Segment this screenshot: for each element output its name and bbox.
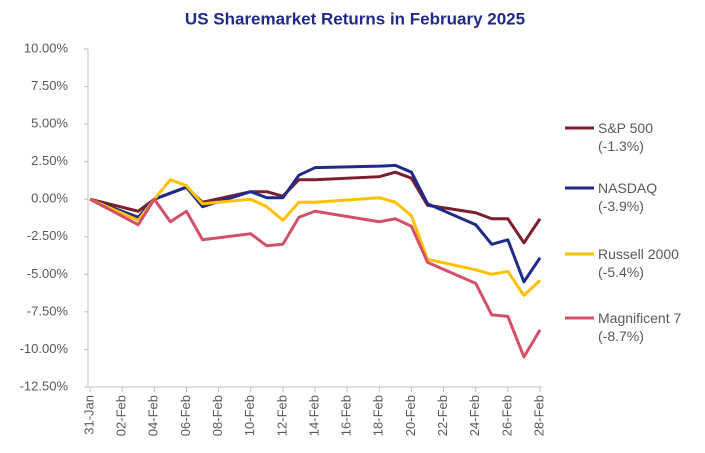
y-tick-label: -10.00% (20, 341, 69, 356)
legend-label: S&P 500 (-1.3%) (598, 120, 654, 154)
x-tick-label: 26-Feb (499, 395, 514, 436)
series-line (89, 197, 542, 359)
y-tick-label: 2.50% (31, 153, 68, 168)
legend-label: Russell 2000 (-5.4%) (598, 246, 679, 280)
x-tick-label: 22-Feb (435, 395, 450, 436)
y-tick-label: 0.00% (31, 191, 68, 206)
y-tick-label: 7.50% (31, 78, 68, 93)
y-tick-label: 5.00% (31, 116, 68, 131)
series-line (89, 163, 542, 284)
chart-title: US Sharemarket Returns in February 2025 (185, 9, 525, 28)
legend-label: NASDAQ (-3.9%) (598, 180, 658, 214)
x-tick-label: 24-Feb (467, 395, 482, 436)
legend-label: Magnificent 7 (-8.7%) (598, 310, 682, 344)
x-tick-label: 02-Feb (114, 395, 129, 436)
y-tick-label: -5.00% (27, 266, 69, 281)
x-tick-label: 12-Feb (274, 395, 289, 436)
x-tick-label: 06-Feb (178, 395, 193, 436)
x-tick-label: 14-Feb (306, 395, 321, 436)
x-tick-label: 31-Jan (81, 395, 96, 435)
x-tick-label: 04-Feb (146, 395, 161, 436)
y-tick-label: -7.50% (27, 303, 69, 318)
y-tick-label: 10.00% (24, 40, 69, 55)
x-tick-label: 20-Feb (403, 395, 418, 436)
x-tick-label: 08-Feb (210, 395, 225, 436)
x-tick-label: 28-Feb (531, 395, 546, 436)
series-line (89, 170, 542, 245)
x-tick-label: 16-Feb (339, 395, 354, 436)
y-tick-label: -2.50% (27, 228, 69, 243)
series-line (89, 178, 542, 297)
x-tick-label: 18-Feb (371, 395, 386, 436)
y-tick-label: -12.50% (20, 378, 69, 393)
x-tick-label: 10-Feb (242, 395, 257, 436)
